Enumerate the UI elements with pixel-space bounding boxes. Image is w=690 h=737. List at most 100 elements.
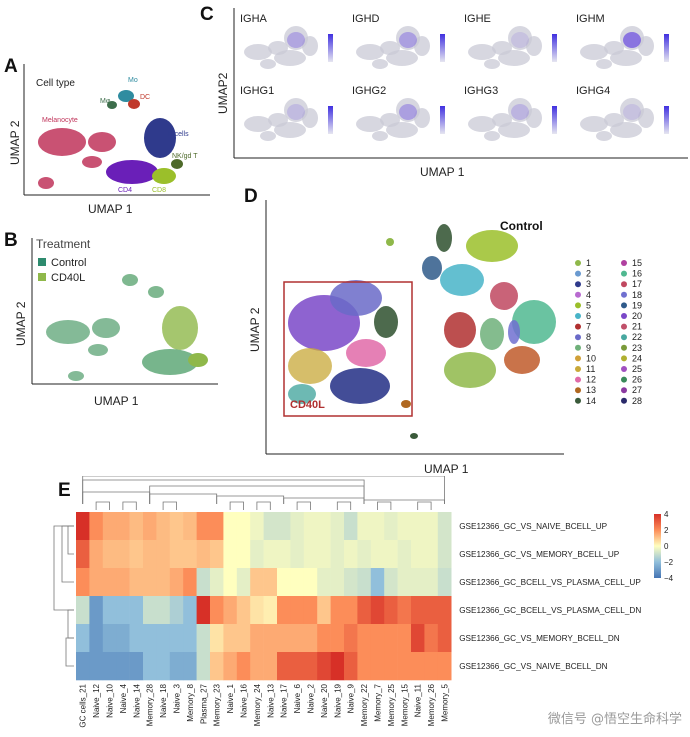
heatmap-colorbar: 4 2 0 −2 −4 xyxy=(654,510,674,583)
legend-label-26: 26 xyxy=(632,375,642,385)
col-label-16: Naive_6 xyxy=(293,683,302,713)
col-label-0: GC cells_21 xyxy=(79,683,88,727)
legend-label-16: 16 xyxy=(632,269,642,279)
blob-b8 xyxy=(142,349,198,375)
umap-blob xyxy=(284,98,308,122)
label-mph: Mφ xyxy=(100,98,111,105)
cluster-d-6 xyxy=(440,264,484,296)
heat-cell-r4-c11 xyxy=(223,624,238,653)
legend-dot-23 xyxy=(621,344,627,351)
heat-cell-r3-c6 xyxy=(156,596,171,625)
heat-cell-r0-c26 xyxy=(424,512,439,541)
heat-cell-r0-c2 xyxy=(102,512,117,541)
col-label-10: Memory_23 xyxy=(213,683,222,726)
cluster-melanocyte-4 xyxy=(38,177,54,189)
heat-cell-r0-c1 xyxy=(89,512,104,541)
expression-hotspot xyxy=(399,104,417,120)
panel-a-umap: Cell type Melanocyte Mo Mφ DC B cells NK… xyxy=(23,64,210,196)
heat-cell-r0-c18 xyxy=(317,512,331,541)
legend-dot-28 xyxy=(621,397,627,404)
expression-hotspot xyxy=(623,104,641,120)
heat-cell-r4-c4 xyxy=(129,624,144,653)
heat-cell-r5-c16 xyxy=(290,652,305,681)
legend-label-18: 18 xyxy=(632,290,642,300)
heat-cell-r4-c16 xyxy=(290,624,305,653)
heat-cell-r1-c13 xyxy=(250,540,264,569)
umap-blob xyxy=(260,59,276,69)
heat-cell-r5-c14 xyxy=(263,652,278,681)
heat-cell-r4-c24 xyxy=(397,624,412,653)
feature-plot-igha: IGHA xyxy=(240,13,333,69)
heat-cell-r4-c3 xyxy=(116,624,130,653)
heat-cell-r0-c14 xyxy=(263,512,278,541)
feature-plot-ighg2: IGHG2 xyxy=(352,85,445,141)
heat-cell-r2-c1 xyxy=(89,568,104,597)
heat-cell-r0-c15 xyxy=(277,512,291,541)
heat-cell-r5-c11 xyxy=(223,652,238,681)
panel-a-title: Cell type xyxy=(36,78,75,89)
heat-cell-r0-c5 xyxy=(143,512,157,541)
heat-cell-r2-c21 xyxy=(357,568,372,597)
cluster-melanocyte xyxy=(38,128,86,156)
expression-colorbar xyxy=(552,106,557,134)
umap-blob xyxy=(284,26,308,50)
umap-blob xyxy=(414,108,430,128)
heat-cell-r1-c19 xyxy=(330,540,345,569)
cluster-b-cells xyxy=(144,118,176,158)
panel-a-xlabel: UMAP 1 xyxy=(88,202,133,216)
heat-cell-r5-c3 xyxy=(116,652,130,681)
heat-cell-r1-c6 xyxy=(156,540,171,569)
label-b-cells: B cells xyxy=(168,131,189,138)
legend-label-8: 8 xyxy=(586,332,591,342)
heat-cell-r2-c6 xyxy=(156,568,171,597)
col-label-7: Naive_3 xyxy=(173,683,182,713)
colorbar-gradient xyxy=(654,514,661,578)
dendro-branch xyxy=(377,501,392,510)
cluster-mph xyxy=(107,101,117,109)
legend-label-21: 21 xyxy=(632,322,642,332)
umap-blob xyxy=(372,59,388,69)
heat-cell-r5-c9 xyxy=(196,652,211,681)
umap-blob xyxy=(508,26,532,50)
dendro-branch xyxy=(283,497,365,504)
col-label-8: Memory_8 xyxy=(186,683,195,721)
label-dc: DC xyxy=(140,94,150,101)
cluster-dc xyxy=(128,99,140,109)
heatmap-row-labels: GSE12366_GC_VS_NAIVE_BCELL_UP GSE12366_GC… xyxy=(459,522,641,671)
heat-cell-r1-c22 xyxy=(370,540,385,569)
cluster-d-16 xyxy=(512,300,556,344)
legend-dot-27 xyxy=(621,387,627,394)
expression-colorbar xyxy=(440,34,445,62)
cluster-d-28 xyxy=(436,224,452,252)
heat-cell-r2-c25 xyxy=(411,568,425,597)
legend-dot-14 xyxy=(575,397,581,404)
heat-cell-r4-c12 xyxy=(236,624,251,653)
heat-cell-r5-c24 xyxy=(397,652,412,681)
dendro-branch xyxy=(149,493,218,504)
legend-dot-5 xyxy=(575,302,581,309)
umap-blob xyxy=(396,98,420,122)
expression-colorbar xyxy=(440,106,445,134)
umap-blob xyxy=(244,44,272,60)
legend-label-19: 19 xyxy=(632,300,642,310)
legend-label-9: 9 xyxy=(586,343,591,353)
heat-cell-r4-c14 xyxy=(263,624,278,653)
col-label-13: Memory_24 xyxy=(253,683,262,726)
panel-b-ylabel: UMAP 2 xyxy=(14,301,28,346)
legend-dot-4 xyxy=(575,291,581,298)
dendro-branch xyxy=(82,491,151,504)
umap-blob xyxy=(580,44,608,60)
legend-dot-21 xyxy=(621,323,627,330)
dendrogram-top xyxy=(82,476,445,510)
expression-hotspot xyxy=(287,104,305,120)
heat-cell-r0-c23 xyxy=(384,512,398,541)
legend-label-5: 5 xyxy=(586,300,591,310)
umap-blob xyxy=(638,36,654,56)
label-cd40l: CD40L xyxy=(290,399,325,411)
legend-label-14: 14 xyxy=(586,396,596,406)
heat-cell-r1-c24 xyxy=(397,540,412,569)
feature-plot-ighe: IGHE xyxy=(464,13,557,69)
heat-cell-r4-c18 xyxy=(317,624,331,653)
cluster-d-18 xyxy=(508,320,520,344)
legend-label-11: 11 xyxy=(586,364,595,374)
